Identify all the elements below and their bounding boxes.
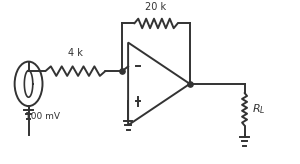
Text: 100 mV: 100 mV (25, 113, 60, 122)
Text: $R_L$: $R_L$ (251, 102, 265, 116)
Text: 4 k: 4 k (68, 48, 83, 58)
Text: 20 k: 20 k (146, 2, 167, 12)
